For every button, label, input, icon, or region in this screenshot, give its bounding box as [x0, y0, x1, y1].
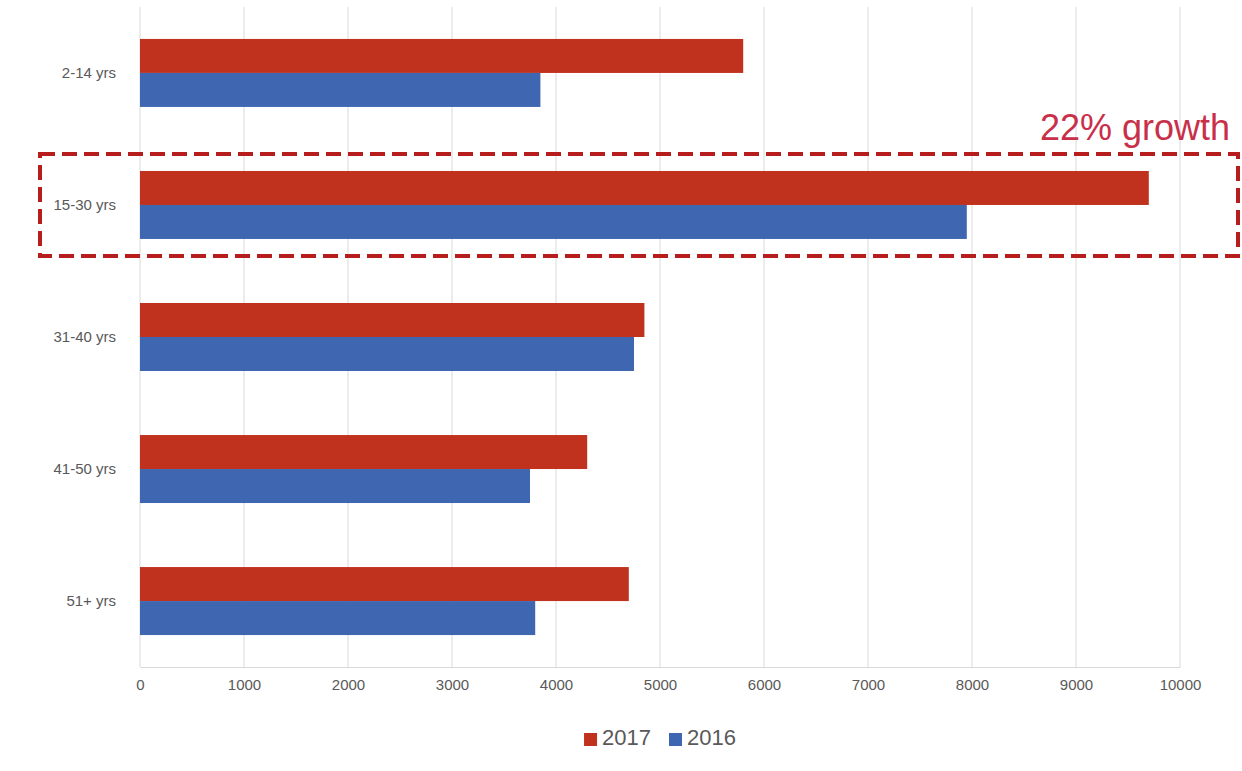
x-tick-label: 4000	[540, 676, 573, 693]
legend-swatch	[669, 733, 682, 746]
x-tick-label: 3000	[436, 676, 469, 693]
bar	[140, 205, 967, 239]
x-tick: 10000	[1160, 667, 1202, 693]
x-tick: 3000	[436, 667, 469, 693]
legend-item: 2016	[669, 725, 736, 750]
bar	[140, 73, 540, 107]
x-axis-line	[141, 667, 1181, 668]
x-tick-label: 2000	[332, 676, 365, 693]
bars	[140, 39, 1149, 635]
y-tick: 15-30 yrs	[53, 196, 140, 213]
y-tick-label: 41-50 yrs	[53, 460, 116, 477]
y-axis: 2-14 yrs 15-30 yrs 31-40 yrs 41-50 yrs 51+ y…	[53, 64, 140, 609]
x-tick-label: 9000	[1060, 676, 1093, 693]
y-tick-label: 2-14 yrs	[62, 64, 116, 81]
x-tick: 7000	[852, 667, 885, 693]
x-axis: 0 1000 2000 3000 4000 5000 6000 7000 8000 9000 100…	[136, 667, 1201, 693]
x-tick: 4000	[540, 667, 573, 693]
x-tick-label: 7000	[852, 676, 885, 693]
x-tick-label: 1000	[228, 676, 261, 693]
y-tick: 31-40 yrs	[53, 328, 140, 345]
annotation: 22% growth	[40, 107, 1238, 256]
y-tick: 51+ yrs	[66, 592, 140, 609]
grid-line	[660, 7, 661, 667]
x-tick: 8000	[956, 667, 989, 693]
x-tick-label: 10000	[1160, 676, 1202, 693]
y-tick-label: 15-30 yrs	[53, 196, 116, 213]
bar	[140, 303, 644, 337]
legend-label: 2016	[687, 725, 736, 750]
y-tick: 41-50 yrs	[53, 460, 140, 477]
x-tick: 0	[136, 667, 144, 693]
y-tick-label: 51+ yrs	[66, 592, 116, 609]
grid-line	[868, 7, 869, 667]
bar	[140, 601, 535, 635]
x-tick: 5000	[644, 667, 677, 693]
legend-label: 2017	[602, 725, 651, 750]
x-tick-label: 8000	[956, 676, 989, 693]
x-tick: 9000	[1060, 667, 1093, 693]
plot: 0 1000 2000 3000 4000 5000 6000 7000 8000 9000 100…	[53, 7, 1201, 693]
bar	[140, 435, 587, 469]
bar	[140, 39, 743, 73]
legend-swatch	[584, 733, 597, 746]
bar	[140, 567, 629, 601]
bar	[140, 337, 634, 371]
series	[140, 73, 967, 635]
legend: 2017 2016	[584, 725, 736, 750]
grid-line	[764, 7, 765, 667]
chart: 0 1000 2000 3000 4000 5000 6000 7000 8000 9000 100…	[0, 0, 1242, 771]
x-tick-label: 5000	[644, 676, 677, 693]
grid-line	[972, 7, 973, 667]
x-tick: 1000	[228, 667, 261, 693]
x-tick: 2000	[332, 667, 365, 693]
series	[140, 39, 1149, 601]
highlight-box	[40, 154, 1238, 256]
y-tick: 2-14 yrs	[62, 64, 140, 81]
annotation-text: 22% growth	[1040, 107, 1230, 148]
bar	[140, 469, 530, 503]
x-tick: 6000	[748, 667, 781, 693]
x-tick-label: 0	[136, 676, 144, 693]
bar	[140, 171, 1149, 205]
x-tick-label: 6000	[748, 676, 781, 693]
y-tick-label: 31-40 yrs	[53, 328, 116, 345]
grid	[140, 7, 1180, 667]
legend-item: 2017	[584, 725, 651, 750]
